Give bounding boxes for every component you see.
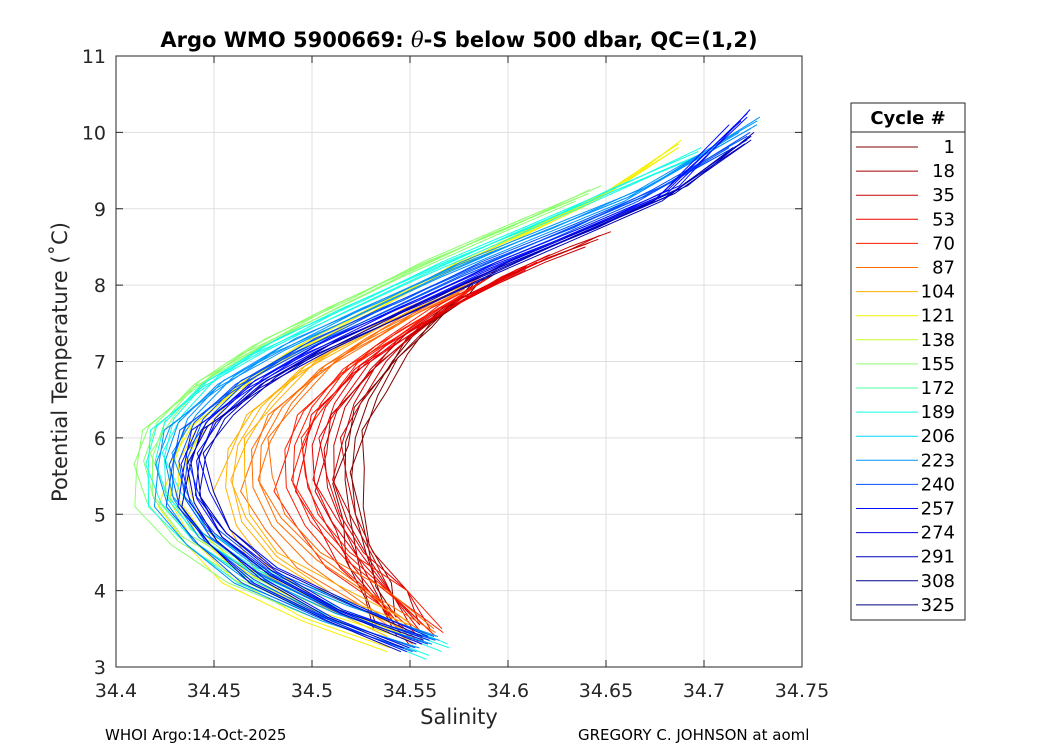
legend-label: 240 <box>921 474 955 495</box>
legend-entries: 1 18 35 53 70 87 104 121 138 155 172 189 206 223 240 25… <box>856 137 955 616</box>
legend-entry: 121 <box>856 306 955 327</box>
profile-lines <box>133 109 761 660</box>
profile-line <box>185 131 751 637</box>
y-tick-label: 9 <box>94 199 106 221</box>
x-tick-label: 34.75 <box>775 680 829 702</box>
legend-entry: 104 <box>856 282 955 303</box>
legend-entry: 53 <box>856 209 955 230</box>
profile-line <box>267 277 481 630</box>
legend-entry: 291 <box>856 547 955 568</box>
y-tick-label: 4 <box>94 581 106 603</box>
footer-left: WHOI Argo:14-Oct-2025 <box>105 726 287 744</box>
legend-entry: 308 <box>856 571 955 592</box>
profile-line <box>134 200 576 653</box>
legend-entry: 138 <box>856 330 955 351</box>
legend-label: 257 <box>921 499 955 520</box>
legend-entry: 70 <box>856 233 955 254</box>
y-tick-label: 7 <box>94 352 106 374</box>
profile-line <box>198 135 752 641</box>
legend-entry: 87 <box>856 258 955 279</box>
x-tick-label: 34.7 <box>683 680 725 702</box>
x-tick-label: 34.45 <box>187 680 241 702</box>
profile-line <box>171 116 761 637</box>
legend-label: 172 <box>921 378 955 399</box>
legend-entry: 240 <box>856 474 955 495</box>
y-tick-label: 5 <box>94 504 106 526</box>
chart-title: Argo WMO 5900669: θ-S below 500 dbar, QC… <box>160 28 757 52</box>
legend: Cycle # 1 18 35 53 70 87 104 121 138 155 172 189 206… <box>850 102 966 621</box>
legend-entry: 172 <box>856 378 955 399</box>
y-tick-label: 11 <box>82 46 106 68</box>
legend-label: 308 <box>921 571 955 592</box>
profile-line <box>318 254 551 630</box>
legend-label: 35 <box>932 185 955 206</box>
legend-label: 1 <box>944 137 955 158</box>
legend-label: 223 <box>921 450 955 471</box>
profile-line <box>163 151 699 649</box>
legend-label: 121 <box>921 306 955 327</box>
profile-line <box>332 235 600 626</box>
x-axis-label: Salinity <box>420 705 498 729</box>
y-tick-labels: 3 4 5 6 7 8 9 10 11 <box>82 46 106 679</box>
profile-line <box>259 284 471 637</box>
legend-label: 274 <box>921 523 955 544</box>
series-group <box>273 277 489 645</box>
x-tick-label: 34.4 <box>95 680 137 702</box>
legend-entry: 1 <box>856 137 955 158</box>
profile-line <box>300 277 489 630</box>
axis-ticks <box>115 55 803 668</box>
profile-line <box>312 257 549 633</box>
y-tick-label: 6 <box>94 428 106 450</box>
legend-title: Cycle # <box>870 108 945 129</box>
x-tick-label: 34.55 <box>383 680 437 702</box>
profile-line <box>230 280 472 626</box>
profile-line <box>257 280 476 634</box>
profile-line <box>133 196 580 649</box>
legend-entry: 189 <box>856 402 955 423</box>
series-group <box>240 277 481 645</box>
footer-right: GREGORY C. JOHNSON at aoml <box>578 726 810 744</box>
profile-line <box>240 292 460 645</box>
x-tick-label: 34.5 <box>291 680 333 702</box>
legend-box <box>850 102 966 621</box>
legend-entry: 325 <box>856 595 955 616</box>
x-tick-label: 34.6 <box>487 680 529 702</box>
y-tick-label: 10 <box>82 122 106 144</box>
legend-label: 138 <box>921 330 955 351</box>
y-tick-label: 8 <box>94 275 106 297</box>
profile-line <box>251 288 465 641</box>
legend-label: 325 <box>921 595 955 616</box>
series-group <box>181 132 755 653</box>
profile-line <box>292 284 479 637</box>
legend-label: 18 <box>932 161 955 182</box>
legend-label: 53 <box>932 209 955 230</box>
profile-line <box>311 261 538 637</box>
legend-label: 189 <box>921 402 955 423</box>
legend-entry: 155 <box>856 354 955 375</box>
y-tick-label: 3 <box>94 657 106 679</box>
legend-label: 291 <box>921 547 955 568</box>
x-tick-labels: 34.4 34.45 34.5 34.55 34.6 34.65 34.7 34.75 <box>95 680 829 702</box>
legend-label: 206 <box>921 426 955 447</box>
profile-line <box>202 132 755 637</box>
legend-label: 70 <box>932 233 955 254</box>
legend-label: 155 <box>921 354 955 375</box>
y-axis-label: Potential Temperature (˚C) <box>48 222 72 502</box>
profile-line <box>302 265 527 641</box>
legend-entry: 35 <box>856 185 955 206</box>
profile-line <box>323 242 589 633</box>
legend-entry: 18 <box>856 161 955 182</box>
x-tick-label: 34.65 <box>579 680 633 702</box>
legend-entry: 257 <box>856 499 955 520</box>
legend-entry: 274 <box>856 523 955 544</box>
legend-label: 87 <box>932 258 955 279</box>
series-group <box>295 254 551 645</box>
profile-line <box>290 280 484 634</box>
legend-entry: 223 <box>856 450 955 471</box>
legend-label: 104 <box>921 282 955 303</box>
profile-line <box>194 112 748 641</box>
legend-entry: 206 <box>856 426 955 447</box>
profile-line <box>196 109 751 637</box>
